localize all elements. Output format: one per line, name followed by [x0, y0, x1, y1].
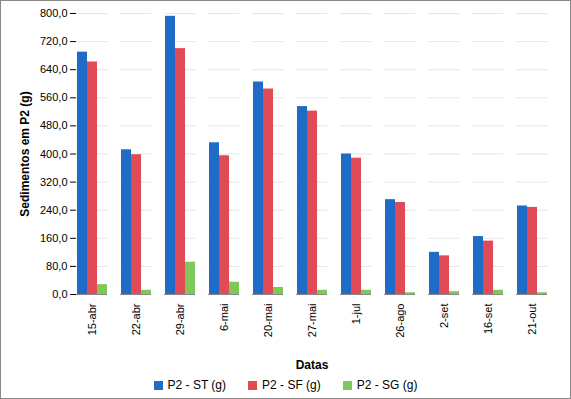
svg-text:560,0: 560,0: [40, 91, 68, 103]
svg-text:240,0: 240,0: [40, 204, 68, 216]
svg-text:27-mai: 27-mai: [306, 304, 318, 338]
svg-text:720,0: 720,0: [40, 35, 68, 47]
svg-text:320,0: 320,0: [40, 176, 68, 188]
svg-text:Sedimentos em P2 (g): Sedimentos em P2 (g): [18, 91, 32, 216]
svg-text:480,0: 480,0: [40, 119, 68, 131]
svg-text:21-out: 21-out: [526, 304, 538, 335]
svg-text:22-abr: 22-abr: [130, 303, 142, 335]
svg-text:400,0: 400,0: [40, 148, 68, 160]
svg-text:800,0: 800,0: [40, 7, 68, 19]
svg-text:160,0: 160,0: [40, 232, 68, 244]
svg-text:1-jul: 1-jul: [350, 304, 362, 325]
svg-text:20-mai: 20-mai: [262, 304, 274, 338]
svg-text:640,0: 640,0: [40, 63, 68, 75]
svg-text:29-abr: 29-abr: [174, 303, 186, 335]
html-text:P2 - ST (g): P2 - ST (g): [167, 378, 226, 392]
svg-text:0,0: 0,0: [52, 288, 67, 300]
svg-text:26-ago: 26-ago: [394, 304, 406, 338]
svg-text:Datas: Datas: [296, 358, 329, 372]
html-text:P2 - SF (g): P2 - SF (g): [262, 378, 321, 392]
svg-text:2-set: 2-set: [438, 304, 450, 328]
html-text:P2 - SG (g): P2 - SG (g): [356, 378, 418, 392]
svg-text:6-mai: 6-mai: [218, 304, 230, 332]
svg-text:80,0: 80,0: [46, 260, 67, 272]
svg-text:16-set: 16-set: [482, 304, 494, 335]
svg-text:15-abr: 15-abr: [86, 303, 98, 335]
